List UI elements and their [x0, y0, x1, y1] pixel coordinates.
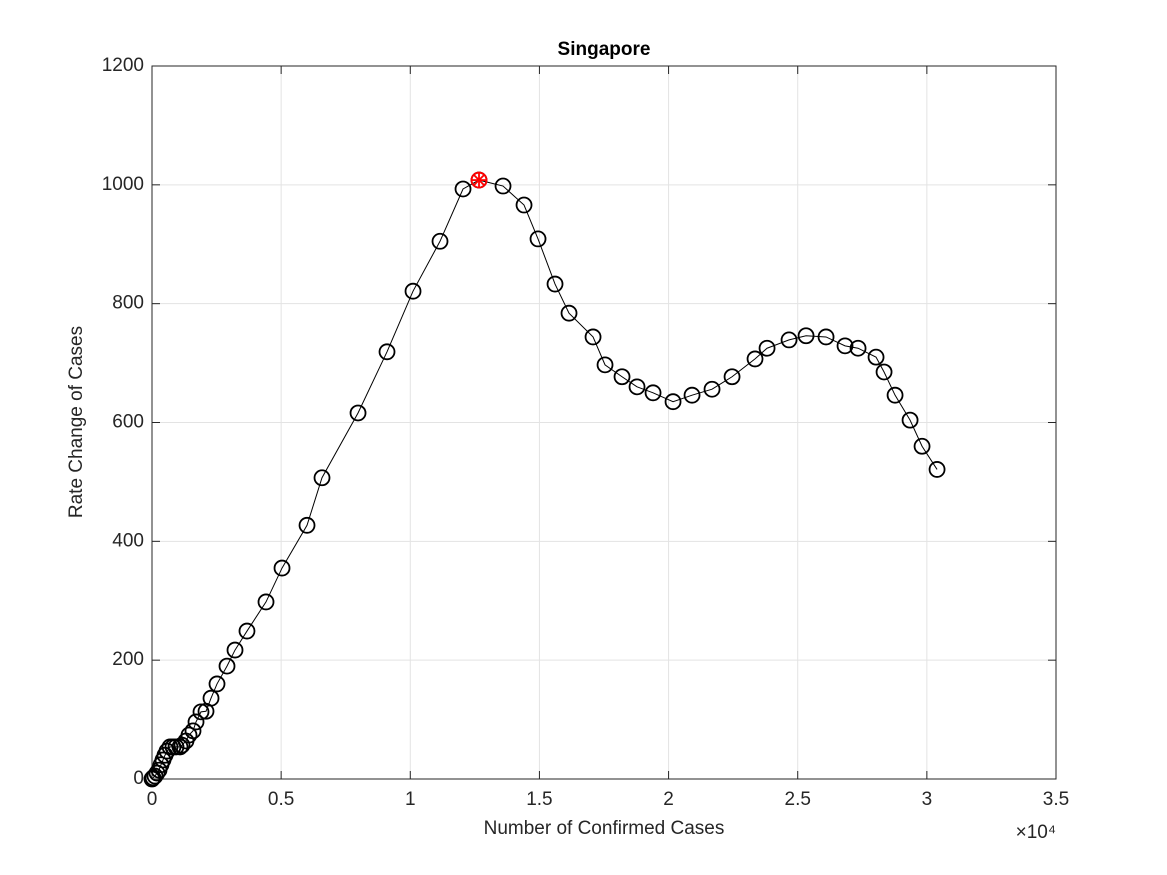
data-point	[703, 380, 721, 398]
data-point	[298, 516, 316, 534]
data-point	[208, 675, 226, 693]
highlight-marker	[470, 171, 488, 189]
data-point	[257, 593, 275, 611]
data-point	[184, 722, 202, 740]
data-point	[349, 404, 367, 422]
data-point	[664, 393, 682, 411]
data-point	[683, 386, 701, 404]
data-point	[515, 196, 533, 214]
x-tick-label: 1	[405, 789, 416, 810]
data-point	[797, 327, 815, 345]
data-point	[171, 738, 189, 756]
data-point	[836, 337, 854, 355]
data-point	[560, 304, 578, 322]
data-point	[817, 328, 835, 346]
y-tick-label: 400	[112, 530, 144, 551]
data-point	[901, 411, 919, 429]
data-point	[584, 328, 602, 346]
data-point	[875, 363, 893, 381]
y-tick-label: 200	[112, 649, 144, 670]
data-point	[867, 348, 885, 366]
data-point	[273, 559, 291, 577]
data-point	[628, 378, 646, 396]
data-point	[218, 657, 236, 675]
data-point	[529, 230, 547, 248]
data-point	[454, 180, 472, 198]
x-axis-label: Number of Confirmed Cases	[484, 818, 725, 839]
data-point	[494, 177, 512, 195]
y-tick-label: 0	[133, 768, 144, 789]
x-tick-label: 0	[147, 789, 158, 810]
data-point	[746, 350, 764, 368]
x-tick-label: 3.5	[1043, 789, 1069, 810]
x-tick-label: 1.5	[526, 789, 552, 810]
data-point	[187, 713, 205, 731]
data-point	[913, 437, 931, 455]
data-point	[613, 368, 631, 386]
data-point	[886, 386, 904, 404]
y-axis-label: Rate Change of Cases	[66, 326, 87, 518]
data-point	[238, 622, 256, 640]
x-tick-label: 0.5	[268, 789, 294, 810]
y-tick-label: 800	[112, 293, 144, 314]
data-point	[431, 232, 449, 250]
data-point	[378, 343, 396, 361]
x-multiplier: ×10⁴	[1016, 822, 1056, 843]
data-point	[849, 339, 867, 357]
y-tick-label: 1000	[102, 174, 144, 195]
data-point	[313, 469, 331, 487]
data-point	[596, 356, 614, 374]
data-point	[180, 726, 198, 744]
data-point	[928, 461, 946, 478]
data-point	[546, 275, 564, 293]
data-point	[780, 331, 798, 349]
data-point	[192, 703, 210, 721]
x-tick-label: 2	[663, 789, 674, 810]
data-point	[758, 339, 776, 357]
axes-box	[151, 65, 1057, 780]
x-tick-label: 2.5	[785, 789, 811, 810]
highlight-star	[473, 174, 485, 187]
y-tick-label: 1200	[102, 55, 144, 76]
data-point	[404, 282, 422, 300]
y-tick-label: 600	[112, 412, 144, 433]
data-point	[644, 384, 662, 402]
data-point	[723, 368, 741, 386]
data-point	[202, 689, 220, 707]
data-point	[226, 641, 244, 659]
chart-title: Singapore	[558, 39, 651, 60]
x-tick-label: 3	[922, 789, 933, 810]
